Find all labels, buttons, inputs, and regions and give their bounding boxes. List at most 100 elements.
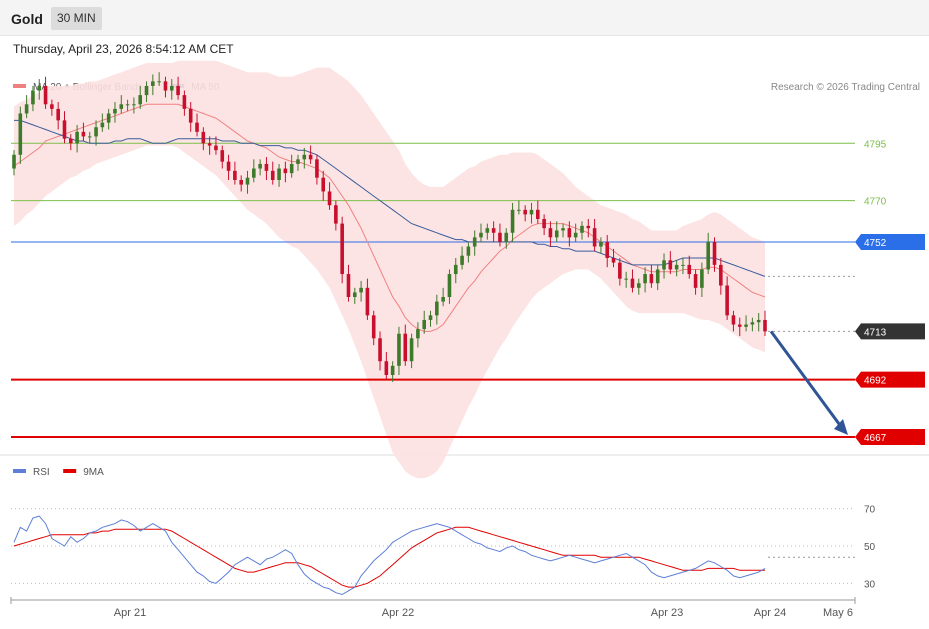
x-tick-label: Apr 23 [651,607,683,619]
candle-body [214,145,218,151]
candle-body [68,138,73,144]
rsi-line [13,515,766,596]
ma50-line [14,119,766,277]
candle-body [75,131,79,144]
candle-body [283,168,288,174]
candle-body [542,219,546,229]
legend-swatch [13,84,26,88]
candle-body [592,228,597,247]
level-label: 4713 [864,327,887,338]
candle-body [447,274,452,297]
candle-body [37,85,42,91]
candle-body [169,85,174,91]
candle-body [31,90,35,105]
candle-body [245,177,250,185]
candle-body [510,209,515,233]
candle-body [94,127,98,137]
candle-body [498,232,502,242]
forecast-arrow-shaft [769,330,844,429]
candle-body [321,177,326,192]
candle-body [397,333,401,366]
candle-body [163,81,168,91]
candle-body [712,241,717,265]
rsi-panel: RSI 9MA 70 50 30 [11,467,876,596]
timeframe-badge[interactable]: 30 MIN [51,7,102,30]
candle-body [81,131,86,137]
candle-body [479,232,483,238]
candle-body [365,287,370,316]
candle-body [403,333,408,362]
candle-body [681,264,685,266]
candle-body [422,319,427,330]
candle-body [18,113,23,155]
candle-body [706,241,711,270]
candle-body [132,104,136,106]
rsi-tick-label: 50 [864,542,876,553]
candle-body [315,159,319,178]
candle-body [536,209,540,219]
candle-body [725,285,729,316]
bollinger-band [14,60,765,479]
candle-body [548,228,553,238]
candle-body [756,319,761,323]
candle-body [668,260,673,270]
candle-body [737,324,742,327]
candle-body [239,180,243,185]
level-badge [855,233,925,250]
candle-body [346,274,351,297]
candle-body [113,108,117,114]
candle-body [624,278,628,280]
candle-body [586,225,591,229]
candle-body [352,292,357,297]
candle-body [50,104,54,109]
level-label: 4692 [864,376,887,387]
level-label: 4770 [864,197,887,208]
candle-body [599,241,603,247]
candle-body [744,324,748,327]
candle-body [719,264,723,286]
candle-body [270,170,275,180]
level-badge [855,428,925,445]
candle-body [296,159,300,164]
candle-body [529,209,534,215]
level-badge [855,323,925,340]
candle-body [100,122,105,128]
candle-body [580,225,584,233]
candle-body [201,131,206,144]
candle-body [561,228,565,231]
candle-body [226,161,231,171]
candle-body [390,365,395,375]
candle-body [523,209,527,215]
candle-body [56,108,60,121]
candle-body [188,108,193,123]
candle-body [466,246,471,256]
candle-body [554,230,559,238]
candle-body [485,228,490,233]
level-badge [855,371,925,388]
instrument-title: Gold [11,11,43,27]
candle-body [384,361,389,375]
candle-body [62,120,67,139]
candle-body [182,95,187,109]
rsi-tick-label: 70 [864,505,876,516]
x-tick-label: Apr 22 [382,607,414,619]
candle-body [106,113,111,123]
candle-body [491,228,496,233]
candle-body [359,287,363,293]
candle-body [643,274,647,284]
legend-label: 9MA [83,467,104,478]
candle-body [763,319,767,332]
candle-body [472,237,477,247]
candle-body [567,228,572,238]
candle-body [441,297,445,302]
candle-body [674,264,679,270]
candle-body [195,122,199,132]
candle-body [302,154,307,160]
candle-body [750,322,755,325]
legend-swatch [13,469,26,473]
candle-body [504,232,509,242]
legend-swatch [63,469,77,473]
candle-body [693,274,698,288]
level-label: 4752 [864,238,887,249]
